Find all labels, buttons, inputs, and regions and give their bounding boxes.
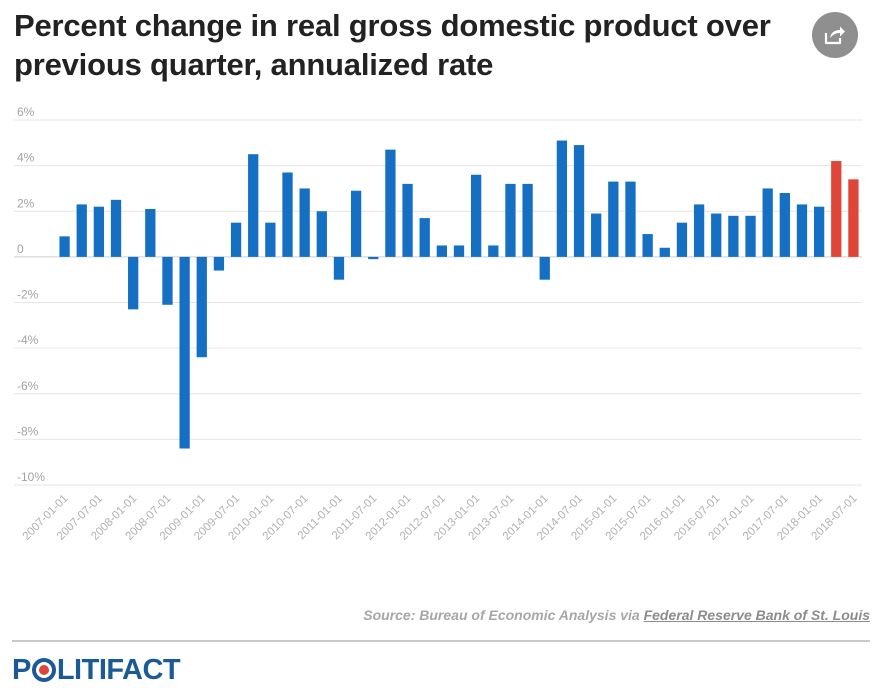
bar-2017-04-01[interactable] [762, 188, 773, 257]
bar-2014-04-01[interactable] [556, 140, 568, 257]
y-tick-label: 4% [17, 151, 35, 165]
y-tick-label: 2% [17, 196, 35, 210]
bar-2011-04-01[interactable] [350, 190, 362, 257]
chart-title: Percent change in real gross domestic pr… [14, 8, 771, 82]
y-tick-label: 6% [17, 105, 35, 119]
bar-2013-10-01[interactable] [522, 183, 533, 257]
y-tick-label: -2% [17, 288, 39, 302]
bar-2017-07-01[interactable] [779, 193, 790, 257]
bar-2012-01-01[interactable] [402, 183, 413, 257]
bar-2015-04-01[interactable] [625, 181, 636, 257]
gdp-bar-chart: 6%4%2%0-2%-4%-6%-8%-10%2007-01-012007-07… [14, 105, 862, 543]
bar-2011-01-01[interactable] [333, 256, 345, 280]
bar-2018-04-01[interactable] [831, 161, 842, 257]
y-tick-label: 0 [17, 242, 24, 256]
share-button[interactable] [812, 12, 858, 58]
logo-suffix: LITIFACT [56, 654, 181, 686]
bar-2012-10-01[interactable] [453, 245, 465, 257]
bar-2015-01-01[interactable] [608, 181, 619, 257]
bar-2015-10-01[interactable] [659, 247, 670, 257]
bar-2014-01-01[interactable] [539, 256, 550, 280]
bar-2008-07-01[interactable] [162, 256, 173, 305]
bar-2013-01-01[interactable] [471, 174, 482, 257]
bar-2018-01-01[interactable] [813, 206, 825, 257]
bar-2013-07-01[interactable] [505, 183, 516, 257]
politifact-logo[interactable]: P LITIFACT [12, 654, 181, 686]
y-tick-label: -4% [17, 333, 39, 347]
source-link[interactable]: Federal Reserve Bank of St. Louis [643, 607, 870, 623]
bar-2010-04-01[interactable] [282, 172, 293, 257]
bar-2012-04-01[interactable] [419, 218, 430, 257]
bar-2012-07-01[interactable] [436, 245, 447, 257]
bar-2017-01-01[interactable] [745, 215, 756, 257]
y-tick-label: -6% [17, 379, 39, 393]
bar-2018-07-01[interactable] [848, 179, 859, 257]
bar-2009-04-01[interactable] [213, 256, 225, 271]
bar-2016-04-01[interactable] [693, 204, 705, 257]
logo-prefix: P [12, 654, 31, 686]
bar-2011-10-01[interactable] [385, 149, 396, 257]
bar-2014-07-01[interactable] [573, 145, 585, 257]
bar-2016-01-01[interactable] [676, 222, 688, 257]
bar-2010-07-01[interactable] [299, 188, 310, 257]
source-prefix: Source: Bureau of Economic Analysis via [363, 607, 644, 623]
bar-2011-07-01[interactable] [368, 256, 379, 260]
bar-2008-04-01[interactable] [145, 208, 156, 257]
bar-2007-10-01[interactable] [110, 199, 122, 257]
bar-2007-01-01[interactable] [59, 236, 70, 257]
bar-2007-04-01[interactable] [76, 204, 87, 257]
bar-2008-10-01[interactable] [179, 256, 190, 449]
footer-divider [12, 640, 870, 642]
source-note: Source: Bureau of Economic Analysis via … [363, 607, 870, 623]
bar-2016-07-01[interactable] [711, 213, 722, 257]
bar-2009-10-01[interactable] [248, 154, 259, 257]
bar-2010-01-01[interactable] [265, 222, 276, 257]
y-tick-label: -10% [17, 470, 45, 484]
bar-2007-07-01[interactable] [93, 206, 105, 257]
bar-2010-10-01[interactable] [316, 211, 327, 257]
bar-2016-10-01[interactable] [728, 215, 739, 257]
y-tick-label: -8% [17, 424, 39, 438]
bar-2017-10-01[interactable] [796, 204, 808, 257]
bar-2015-07-01[interactable] [642, 234, 653, 257]
share-icon [824, 26, 845, 45]
bar-2009-01-01[interactable] [196, 256, 207, 358]
logo-o-mark [31, 658, 56, 682]
bar-2009-07-01[interactable] [230, 222, 242, 257]
bar-2013-04-01[interactable] [488, 245, 499, 257]
bar-2008-01-01[interactable] [128, 256, 139, 310]
bar-2014-10-01[interactable] [591, 213, 602, 257]
